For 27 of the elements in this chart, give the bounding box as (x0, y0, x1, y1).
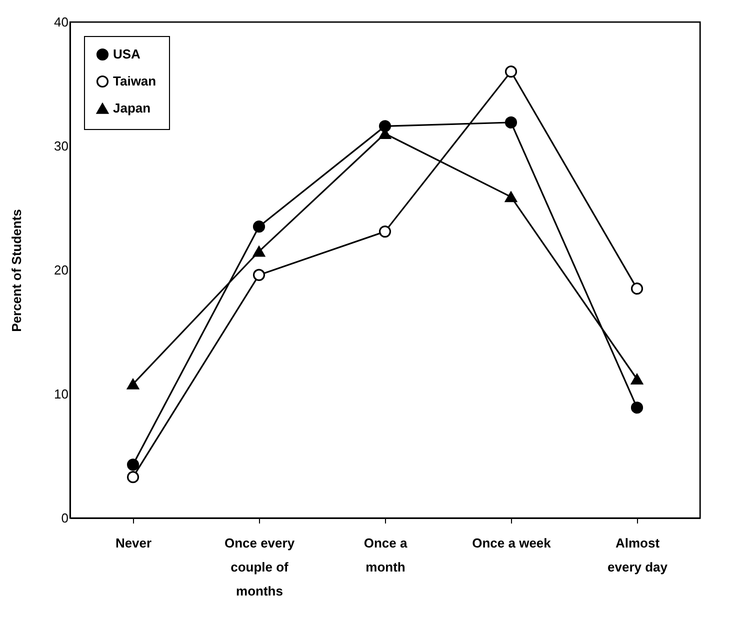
point (630, 374, 644, 384)
point (504, 116, 518, 128)
point (252, 246, 266, 257)
point (378, 226, 392, 238)
y-tick-label: 0 (61, 510, 68, 526)
y-axis-title: Percent of Students (9, 209, 24, 332)
point (126, 458, 140, 471)
x-tick-label: Once every couple of months (224, 536, 296, 598)
x-tick-label: Almost every day (608, 536, 668, 574)
point (504, 192, 518, 202)
y-tick-label: 40 (54, 14, 68, 30)
point (630, 282, 644, 295)
point (630, 402, 644, 414)
legend-label: Taiwan (113, 74, 156, 88)
x-tick-label: Once a month (364, 536, 408, 574)
y-tick-label: 30 (54, 138, 68, 154)
point (504, 66, 518, 78)
y-tick-label: 20 (54, 262, 68, 278)
x-tick-label: Never (115, 536, 152, 550)
y-tick-label: 10 (54, 386, 68, 402)
x-tick-label: Once a week (472, 536, 552, 550)
point (126, 378, 140, 390)
legend-label: USA (113, 46, 142, 62)
legend-label: Japan (113, 100, 151, 116)
point (252, 268, 266, 281)
point (252, 220, 266, 233)
point (126, 471, 140, 484)
